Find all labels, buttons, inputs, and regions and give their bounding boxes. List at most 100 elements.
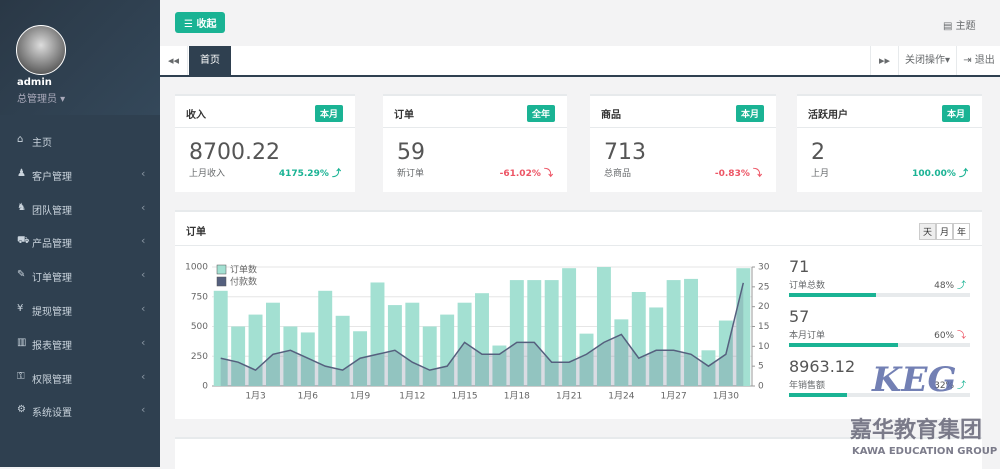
stat-card: 收入 本月 8700.22 上月收入 4175.29% ⤴ (175, 94, 355, 192)
tab-bar: ◂◂ 首页 ▸▸ 关闭操作▾ ⇥ 退出 (160, 46, 1000, 77)
card-divider (175, 127, 355, 128)
tab-prev[interactable]: ◂◂ (160, 46, 188, 75)
toggle-button[interactable]: ☰ 收起 (175, 12, 226, 33)
card-title: 商品 (601, 110, 621, 121)
card-title: 活跃用户 (808, 110, 848, 121)
card-change: -61.02% ⤵ (499, 169, 553, 179)
top-bar: ☰ 收起 ▤ 主题 (160, 0, 1000, 47)
menu-icon: ⚿ (17, 370, 25, 382)
summary-percent: 48% ⤴ (934, 281, 966, 291)
menu-item[interactable]: ⚿ 权限管理 ‹ (0, 366, 160, 392)
card-value: 713 (604, 140, 646, 165)
menu-item[interactable]: ¥ 提现管理 ‹ (0, 298, 160, 324)
menu-text: 团队管理 (32, 205, 72, 217)
menu-item[interactable]: ⛟ 产品管理 ‹ (0, 230, 160, 256)
card-change: -0.83% ⤵ (714, 169, 762, 179)
menu-icon: ♟ (17, 167, 26, 179)
progress-bar (789, 293, 876, 297)
bar (649, 307, 664, 386)
close-menu[interactable]: 关闭操作▾ (898, 46, 956, 75)
progress-track (789, 343, 970, 347)
bar (283, 326, 298, 386)
theme-button[interactable]: ▤ 主题 (943, 21, 976, 32)
card-title: 订单 (394, 110, 414, 121)
progress-bar (789, 343, 898, 347)
user-name: admin (17, 77, 52, 88)
menu-item[interactable]: ⌂ 主页 (0, 129, 160, 155)
percent-text: 32% (934, 381, 955, 391)
menu-text: 产品管理 (32, 239, 72, 251)
menu-text: 订单管理 (32, 273, 72, 285)
bar (579, 333, 594, 386)
menu-icon: ⚙ (17, 404, 26, 416)
menu-chevron: ‹ (141, 369, 146, 383)
change-text: -61.02% (499, 169, 541, 179)
line-area (220, 282, 744, 386)
menu-item[interactable]: ✎ 订单管理 ‹ (0, 264, 160, 290)
chart: 0 250 500 750 1000 0 5 10 15 20 25 30 1月3 1月6 1月9 1月12 1… (185, 263, 770, 402)
menu-text: 权限管理 (32, 374, 72, 386)
range-button[interactable]: 月 (936, 223, 954, 240)
menu-chevron: ‹ (141, 200, 146, 214)
bar (527, 280, 542, 386)
stat-card: 商品 本月 713 总商品 -0.83% ⤵ (590, 94, 776, 192)
sidebar: admin 总管理员 ▾ ⌂ 主页 ♟ 客户管理 ‹ ♞ 团队管理 ‹ ⛟ 产品管理 ‹ ✎ 订单管理 ‹… (0, 0, 160, 467)
logout-text: 退出 (974, 55, 995, 66)
y2-tick-label: 20 (758, 302, 770, 312)
percent-text: 48% (934, 281, 955, 291)
menu-item[interactable]: ♞ 团队管理 ‹ (0, 197, 160, 223)
x-tick-label: 1月6 (298, 391, 319, 402)
range-button[interactable]: 天 (919, 223, 937, 240)
menu-icon: ⌂ (17, 134, 24, 145)
x-tick-label: 1月15 (451, 391, 477, 402)
menu-item[interactable]: ⚙ 系统设置 ‹ (0, 399, 160, 425)
y-tick-label: 0 (202, 382, 208, 392)
menu-item[interactable]: ♟ 客户管理 ‹ (0, 163, 160, 189)
menu-text: 客户管理 (32, 171, 72, 183)
menu-icon: ▥ (17, 336, 27, 348)
card-badge: 全年 (526, 105, 555, 122)
watermark-logo: KEG (872, 360, 957, 400)
summary-percent: 32% ⤴ (934, 381, 966, 391)
x-tick-label: 1月18 (504, 391, 530, 402)
watermark-name: 嘉华教育集团 (850, 417, 983, 443)
x-tick-label: 1月9 (350, 391, 371, 402)
percent-text: 60% (934, 331, 955, 341)
range-button[interactable]: 年 (953, 223, 971, 240)
card-value: 59 (397, 140, 425, 165)
logout[interactable]: ⇥ 退出 (956, 46, 1000, 75)
bar (440, 314, 455, 386)
progress-track (789, 393, 970, 397)
avatar (16, 25, 66, 75)
y-tick-label: 1000 (185, 263, 208, 273)
change-text: -0.83% (714, 169, 750, 179)
menu-icon: ✎ (17, 269, 26, 281)
tab[interactable]: 首页 (189, 46, 231, 75)
toggle-text: 收起 (196, 19, 217, 30)
progress-track (789, 293, 970, 297)
bar (231, 326, 246, 386)
bar (300, 332, 315, 386)
menu-chevron: ‹ (141, 234, 146, 248)
card-value: 2 (811, 140, 825, 165)
menu-icon: ⛟ (17, 235, 30, 247)
bar (701, 350, 716, 386)
menu-chevron: ‹ (141, 403, 146, 417)
bar (457, 302, 472, 386)
range-buttons: 天月年 (919, 223, 971, 240)
legend-label: 订单数 (230, 264, 257, 276)
y2-tick-label: 5 (758, 362, 764, 372)
stat-card: 订单 全年 59 新订单 -61.02% ⤵ (383, 94, 567, 192)
menu-item[interactable]: ▥ 报表管理 ‹ (0, 332, 160, 358)
y-tick-label: 500 (191, 322, 208, 332)
menu-chevron: ‹ (141, 166, 146, 180)
tab-next[interactable]: ▸▸ (870, 46, 898, 75)
bar (370, 282, 385, 386)
user-role[interactable]: 总管理员 ▾ (17, 94, 66, 105)
menu-chevron: ‹ (141, 335, 146, 349)
menu-chevron: ‹ (141, 302, 146, 315)
bar (596, 267, 611, 386)
y-tick-label: 250 (191, 352, 208, 362)
stat-card: 活跃用户 本月 2 上月 100.00% ⤴ (797, 94, 982, 192)
